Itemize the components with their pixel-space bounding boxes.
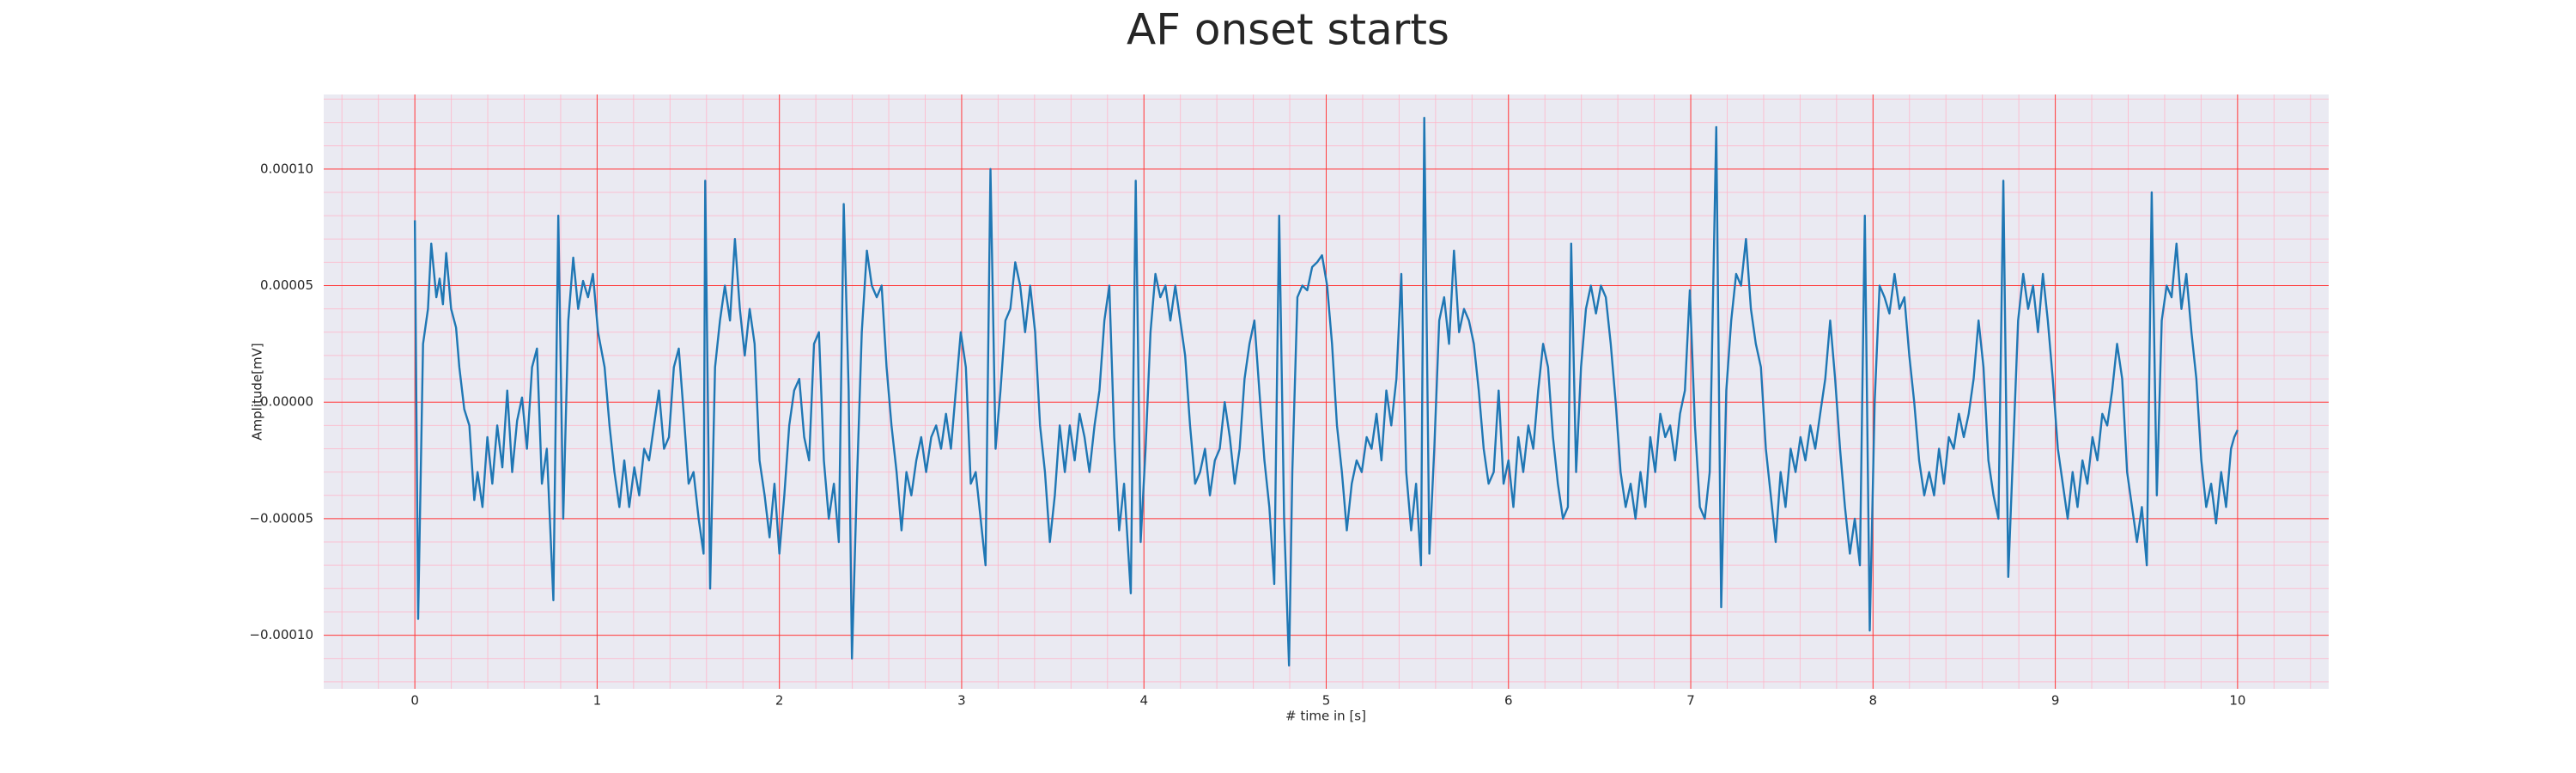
y-tick-label: 0.00000	[260, 394, 313, 410]
x-tick-label: 3	[957, 693, 966, 709]
x-axis-label: # time in [s]	[1285, 709, 1366, 724]
y-tick-label: −0.00005	[249, 510, 313, 526]
x-tick-label: 10	[2229, 693, 2245, 709]
x-tick-label: 8	[1869, 693, 1878, 709]
x-tick-label: 9	[2051, 693, 2060, 709]
y-tick-label: 0.00005	[260, 277, 313, 293]
y-tick-label: −0.00010	[249, 627, 313, 642]
x-tick-label: 4	[1139, 693, 1148, 709]
x-tick-label: 6	[1504, 693, 1513, 709]
y-tick-label: 0.00010	[260, 161, 313, 176]
x-tick-label: 7	[1686, 693, 1695, 709]
y-axis-label: Amplitude[mV]	[250, 343, 265, 440]
x-tick-label: 2	[775, 693, 784, 709]
x-tick-label: 0	[410, 693, 419, 709]
chart-title: AF onset starts	[1127, 5, 1449, 55]
x-tick-label: 1	[593, 693, 602, 709]
data-line	[413, 116, 2239, 667]
x-tick-label: 5	[1322, 693, 1331, 709]
